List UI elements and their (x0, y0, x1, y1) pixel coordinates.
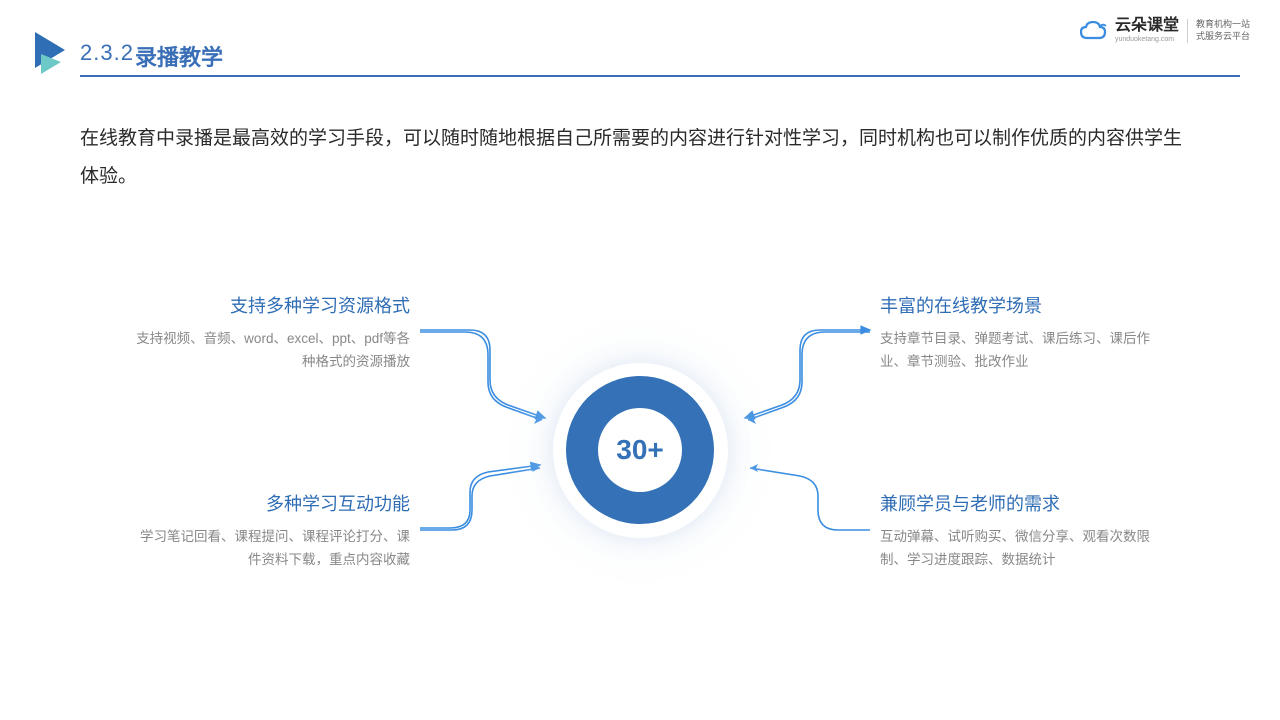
feature-desc: 互动弹幕、试听购买、微信分享、观看次数限制、学习进度跟踪、数据统计 (880, 526, 1160, 572)
logo-slogan-line2: 式服务云平台 (1196, 31, 1250, 43)
feature-desc: 支持章节目录、弹题考试、课后练习、课后作业、章节测验、批改作业 (880, 328, 1160, 374)
section-number: 2.3.2 (80, 40, 134, 66)
feature-top-left: 支持多种学习资源格式 支持视频、音频、word、excel、ppt、pdf等各种… (130, 292, 410, 374)
feature-title: 兼顾学员与老师的需求 (880, 490, 1160, 516)
feature-title: 多种学习互动功能 (130, 490, 410, 516)
diagram-area: 30+ 支持多种学习资源格式 支持视频、音频、word、excel、ppt、pd… (0, 250, 1280, 650)
logo-brand-text: 云朵课堂 (1115, 18, 1179, 34)
feature-top-right: 丰富的在线教学场景 支持章节目录、弹题考试、课后练习、课后作业、章节测验、批改作… (880, 292, 1160, 374)
ring-outer: 30+ (553, 363, 728, 538)
ring-inner: 30+ (598, 408, 682, 492)
logo-slogan-line1: 教育机构一站 (1196, 19, 1250, 31)
description-text: 在线教育中录播是最高效的学习手段，可以随时随地根据自己所需要的内容进行针对性学习… (80, 120, 1200, 196)
feature-title: 丰富的在线教学场景 (880, 292, 1160, 318)
logo-divider (1187, 19, 1188, 43)
section-title: 录播教学 (135, 40, 223, 72)
feature-bottom-left: 多种学习互动功能 学习笔记回看、课程提问、课程评论打分、课件资料下载，重点内容收… (130, 490, 410, 572)
center-value: 30+ (616, 434, 664, 466)
feature-bottom-right: 兼顾学员与老师的需求 互动弹幕、试听购买、微信分享、观看次数限制、学习进度跟踪、… (880, 490, 1160, 572)
cloud-icon (1079, 21, 1107, 41)
title-underline (80, 75, 1240, 77)
header-play-icon (35, 32, 71, 79)
brand-logo: 云朵课堂 yunduoketang.com 教育机构一站 式服务云平台 (1079, 18, 1250, 43)
logo-slogan: 教育机构一站 式服务云平台 (1196, 19, 1250, 42)
logo-domain-text: yunduoketang.com (1115, 36, 1179, 43)
feature-title: 支持多种学习资源格式 (130, 292, 410, 318)
ring-blue: 30+ (566, 376, 714, 524)
feature-desc: 支持视频、音频、word、excel、ppt、pdf等各种格式的资源播放 (130, 328, 410, 374)
center-glow: 30+ (500, 310, 780, 590)
feature-desc: 学习笔记回看、课程提问、课程评论打分、课件资料下载，重点内容收藏 (130, 526, 410, 572)
